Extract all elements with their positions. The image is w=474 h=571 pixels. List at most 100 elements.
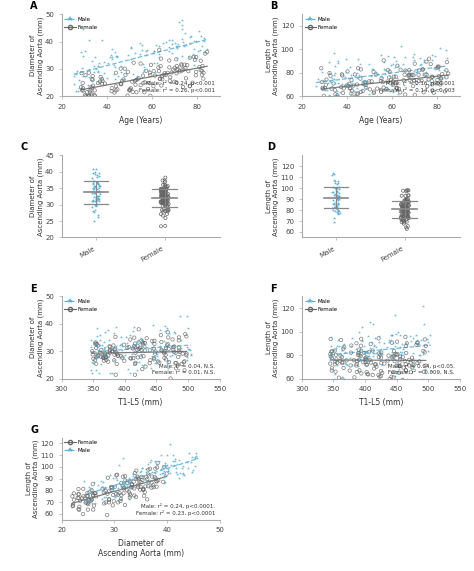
Point	[153, 476, 160, 485]
Point	[409, 70, 416, 79]
Point	[110, 69, 118, 78]
Point	[191, 452, 199, 461]
Point	[335, 191, 343, 200]
Point	[340, 363, 347, 372]
Point	[112, 68, 120, 77]
Point	[109, 45, 116, 54]
Point	[334, 91, 341, 100]
Point	[174, 361, 182, 370]
Point	[390, 352, 398, 361]
Point	[120, 74, 128, 83]
Point	[401, 216, 408, 226]
Point	[161, 184, 168, 194]
Point	[139, 343, 147, 352]
Point	[383, 84, 391, 93]
Point	[160, 191, 168, 200]
Point	[333, 208, 340, 217]
Point	[428, 73, 436, 82]
Y-axis label: Length of
Ascending Aorta (mm): Length of Ascending Aorta (mm)	[26, 439, 39, 518]
Point	[123, 342, 131, 351]
Point	[399, 216, 407, 225]
Point	[140, 352, 147, 361]
Point	[328, 364, 336, 373]
Point	[424, 337, 431, 347]
Point	[156, 343, 164, 352]
Point	[332, 194, 340, 203]
Point	[128, 480, 136, 489]
Point	[403, 212, 411, 222]
Point	[356, 366, 363, 375]
Point	[95, 184, 103, 193]
Point	[391, 357, 399, 366]
Point	[87, 492, 94, 501]
Point	[335, 182, 343, 191]
Point	[75, 83, 83, 93]
Point	[383, 85, 391, 94]
Point	[419, 65, 427, 74]
Point	[360, 77, 368, 86]
Point	[129, 70, 137, 79]
Point	[387, 335, 395, 344]
Point	[384, 356, 392, 365]
Point	[334, 93, 341, 102]
Point	[89, 164, 96, 173]
Point	[420, 58, 428, 67]
Point	[91, 189, 99, 198]
Point	[90, 61, 98, 70]
Point	[398, 207, 406, 216]
Point	[88, 57, 96, 66]
Point	[100, 353, 107, 362]
Point	[89, 186, 96, 195]
Point	[370, 348, 378, 357]
Point	[192, 53, 200, 62]
Point	[111, 344, 119, 353]
Point	[166, 35, 173, 45]
Point	[402, 201, 410, 210]
Point	[404, 214, 412, 223]
Point	[393, 94, 401, 103]
Point	[175, 336, 182, 345]
Point	[191, 462, 199, 471]
Point	[382, 69, 389, 78]
Point	[330, 49, 338, 58]
Point	[327, 335, 334, 344]
Point	[172, 364, 180, 373]
Point	[100, 477, 107, 486]
Point	[142, 51, 150, 60]
Point	[333, 183, 341, 192]
Point	[161, 472, 168, 481]
Point	[389, 80, 397, 89]
Point	[118, 490, 125, 500]
Point	[170, 345, 177, 355]
Point	[407, 71, 414, 80]
Point	[113, 476, 121, 485]
Point	[397, 214, 405, 223]
Point	[93, 331, 101, 340]
Point	[85, 495, 93, 504]
Point	[109, 347, 116, 356]
Point	[91, 183, 98, 192]
Point	[351, 93, 359, 102]
Point	[412, 330, 419, 339]
Point	[78, 63, 85, 73]
Point	[92, 339, 100, 348]
Point	[400, 204, 408, 214]
Point	[94, 200, 101, 209]
Point	[157, 199, 165, 208]
Point	[402, 202, 410, 211]
Point	[328, 82, 336, 91]
Point	[332, 196, 340, 206]
Point	[91, 169, 99, 178]
Point	[137, 467, 144, 476]
Point	[175, 346, 183, 355]
Point	[138, 45, 146, 54]
Point	[400, 81, 408, 90]
Point	[138, 360, 146, 369]
Point	[132, 475, 140, 484]
Point	[158, 184, 165, 194]
Point	[431, 52, 438, 61]
Point	[375, 334, 383, 343]
Point	[338, 357, 346, 367]
Point	[133, 365, 140, 375]
Point	[182, 41, 190, 50]
